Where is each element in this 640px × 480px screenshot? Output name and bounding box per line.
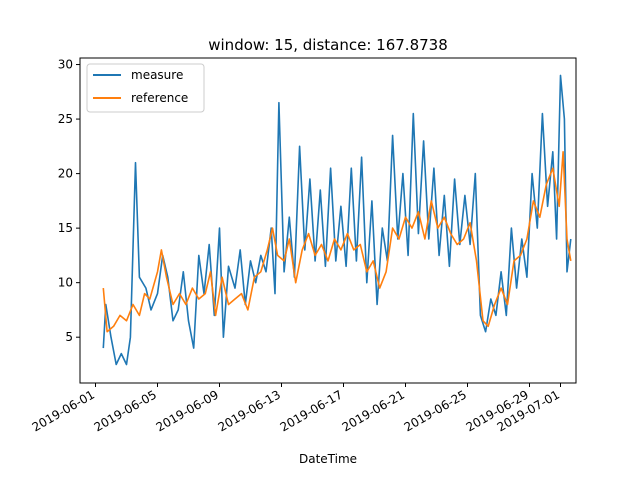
y-tick-label: 15	[58, 221, 73, 235]
y-axis: 5 10 15 20 25 30	[58, 58, 80, 344]
plot-frame	[79, 57, 577, 384]
legend-label-reference: reference	[131, 91, 188, 105]
y-tick-label: 10	[58, 276, 73, 290]
y-tick-label: 20	[58, 167, 73, 181]
x-tick-label: 2019-06-17	[278, 387, 345, 434]
y-tick-label: 30	[58, 58, 73, 72]
x-tick-label: 2019-06-09	[154, 387, 221, 434]
legend-label-measure: measure	[131, 68, 183, 82]
legend: measure reference	[86, 63, 205, 113]
x-tick-label: 2019-06-13	[216, 387, 283, 434]
y-tick-label: 5	[65, 330, 73, 344]
y-tick-label: 25	[58, 112, 73, 126]
chart-title: window: 15, distance: 167.8738	[208, 36, 448, 54]
x-tick-label: 2019-06-21	[340, 387, 407, 434]
x-axis: 2019-06-012019-06-052019-06-092019-06-13…	[30, 383, 562, 434]
x-axis-label: DateTime	[299, 452, 357, 466]
x-tick-label: 2019-06-25	[402, 387, 469, 434]
x-tick-label: 2019-06-05	[92, 387, 159, 434]
x-tick-label: 2019-06-01	[30, 387, 97, 434]
series-line-reference	[102, 151, 572, 333]
series-layer	[102, 74, 572, 366]
series-line-measure	[102, 74, 572, 366]
